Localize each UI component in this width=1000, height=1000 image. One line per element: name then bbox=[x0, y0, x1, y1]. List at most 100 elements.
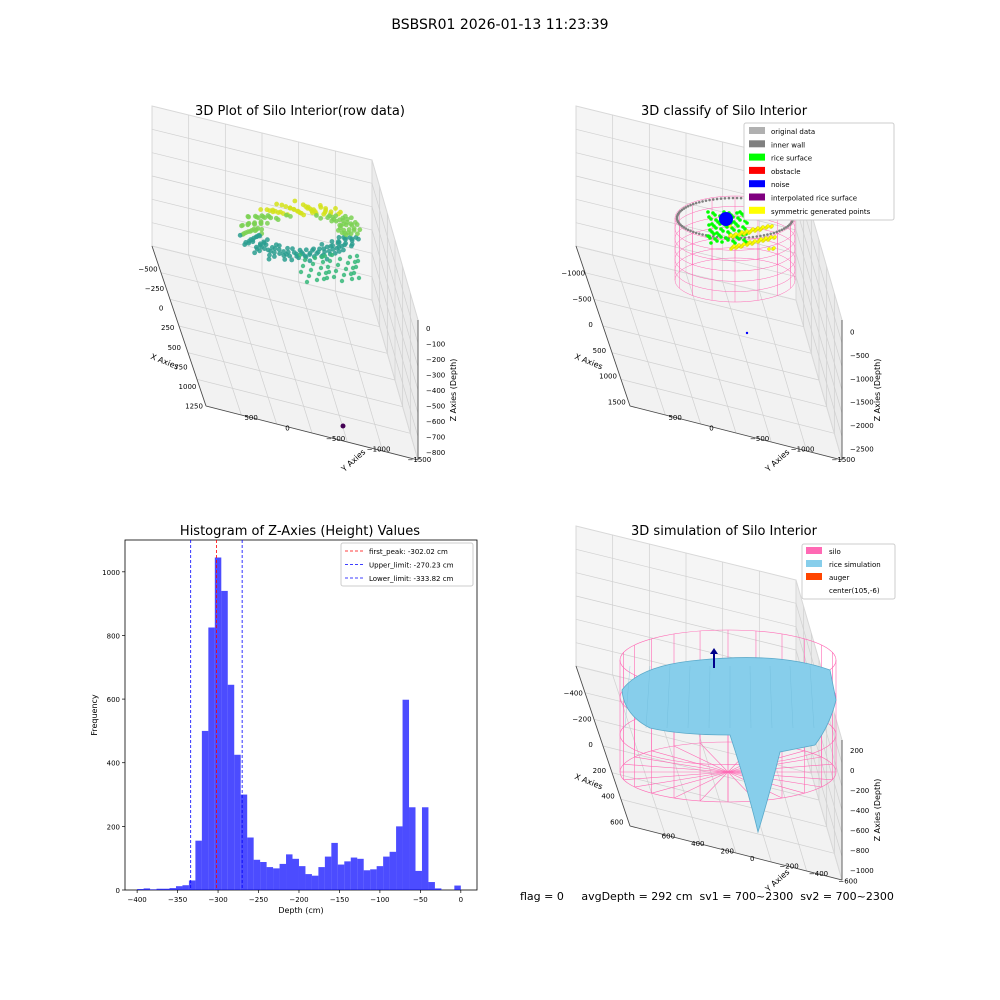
x-tick-label: −350 bbox=[168, 896, 187, 904]
z-tick-label: −100 bbox=[426, 340, 445, 348]
data-point bbox=[264, 220, 270, 226]
data-point bbox=[356, 236, 361, 242]
raw-panel-title: 3D Plot of Silo Interior(row data) bbox=[195, 104, 405, 119]
legend-label: rice surface bbox=[771, 155, 812, 163]
silo-floor-spoke bbox=[634, 771, 729, 788]
histogram-panel: −400 −350 −300 −250 −200 −150 −100 −50 0 0 200 400 6… bbox=[90, 539, 478, 915]
data-point bbox=[315, 249, 321, 255]
symmetric-point bbox=[745, 229, 749, 233]
legend-swatch bbox=[749, 193, 765, 201]
data-point bbox=[320, 259, 326, 265]
data-point bbox=[261, 239, 267, 245]
silo-floor-spoke bbox=[634, 756, 729, 773]
data-point bbox=[347, 254, 353, 260]
legend-swatch bbox=[749, 166, 765, 174]
mesh-line bbox=[769, 665, 773, 729]
histogram-bar bbox=[214, 557, 222, 890]
data-point bbox=[336, 235, 342, 240]
rice-surface-point bbox=[742, 238, 746, 242]
data-point bbox=[335, 240, 341, 246]
data-point bbox=[281, 253, 287, 258]
data-point bbox=[318, 204, 324, 210]
histogram-bar bbox=[324, 856, 332, 890]
legend-swatch bbox=[749, 140, 765, 148]
data-point bbox=[355, 231, 360, 237]
histogram-bar bbox=[188, 880, 196, 890]
data-point bbox=[348, 215, 354, 221]
inner-wall-point bbox=[697, 232, 701, 236]
inner-wall-point bbox=[694, 231, 698, 235]
data-point bbox=[349, 276, 355, 282]
z-axis-label: Z Axies (Depth) bbox=[873, 779, 882, 842]
x-tick-label: 600 bbox=[610, 819, 623, 827]
data-point bbox=[341, 227, 347, 233]
inner-wall-point bbox=[723, 197, 727, 200]
data-point bbox=[325, 215, 331, 220]
legend-swatch bbox=[806, 573, 822, 580]
data-point bbox=[257, 233, 263, 239]
legend-label: symmetric generated points bbox=[771, 208, 871, 216]
legend-label: Upper_limit: -270.23 cm bbox=[369, 562, 454, 570]
z-tick-label: 0 bbox=[850, 329, 854, 337]
histogram-bar bbox=[221, 590, 228, 890]
z-tick-label: −500 bbox=[850, 352, 869, 360]
mesh-line bbox=[708, 665, 711, 729]
inner-wall-point bbox=[780, 228, 784, 232]
data-point bbox=[356, 275, 362, 281]
symmetric-point bbox=[734, 232, 738, 236]
z-tick-label: 0 bbox=[850, 767, 854, 775]
y-tick-label: 500 bbox=[244, 414, 257, 422]
z-tick-label: −700 bbox=[426, 434, 445, 442]
histogram-bar bbox=[137, 889, 144, 890]
inner-wall-point bbox=[778, 229, 781, 233]
x-tick-label: −200 bbox=[289, 896, 308, 904]
x-tick-label: −500 bbox=[138, 266, 157, 274]
x-tick-label: −1000 bbox=[561, 269, 585, 277]
inner-wall-point bbox=[747, 236, 751, 239]
rice-surface-point bbox=[709, 241, 713, 245]
symmetric-point bbox=[766, 224, 770, 228]
symmetric-point bbox=[761, 225, 765, 229]
data-point bbox=[314, 213, 319, 218]
data-point bbox=[258, 221, 264, 227]
data-point bbox=[308, 267, 314, 273]
rice-surface-point bbox=[713, 237, 717, 241]
y-tick-label: 600 bbox=[662, 833, 675, 841]
data-point bbox=[325, 264, 331, 270]
histogram-bar bbox=[195, 840, 202, 890]
legend-label: center(105,-6) bbox=[829, 587, 880, 595]
data-point bbox=[354, 253, 360, 259]
x-tick-label: −100 bbox=[370, 896, 389, 904]
data-point bbox=[307, 250, 313, 256]
x-tick-label: 1000 bbox=[599, 373, 617, 381]
histogram-bar bbox=[383, 856, 390, 890]
data-point bbox=[336, 249, 342, 254]
data-point bbox=[237, 232, 243, 238]
data-point bbox=[330, 214, 336, 220]
data-point bbox=[333, 218, 339, 224]
symmetric-point bbox=[773, 235, 777, 239]
y-tick-label: −600 bbox=[838, 878, 857, 886]
inner-wall-point bbox=[731, 196, 735, 200]
data-point bbox=[349, 222, 355, 228]
histogram-bar bbox=[266, 867, 274, 890]
histogram-bar bbox=[402, 699, 410, 890]
legend-label: inner wall bbox=[771, 141, 805, 149]
data-point bbox=[298, 269, 304, 275]
data-point bbox=[330, 246, 336, 252]
data-point bbox=[274, 201, 280, 207]
legend-swatch bbox=[806, 547, 822, 554]
data-point bbox=[239, 223, 244, 229]
inner-wall-point bbox=[689, 203, 692, 207]
z-tick-label: −500 bbox=[426, 403, 445, 411]
histogram-bar bbox=[370, 869, 377, 890]
z-tick-label: −200 bbox=[426, 356, 445, 364]
rice-surface-point bbox=[719, 227, 723, 231]
inner-wall-point bbox=[701, 200, 704, 203]
data-point bbox=[268, 215, 274, 221]
data-point bbox=[331, 274, 337, 280]
y-tick-label: 0 bbox=[709, 425, 713, 433]
z-tick-label: −1000 bbox=[850, 375, 874, 383]
rice-surface-point bbox=[714, 218, 718, 222]
